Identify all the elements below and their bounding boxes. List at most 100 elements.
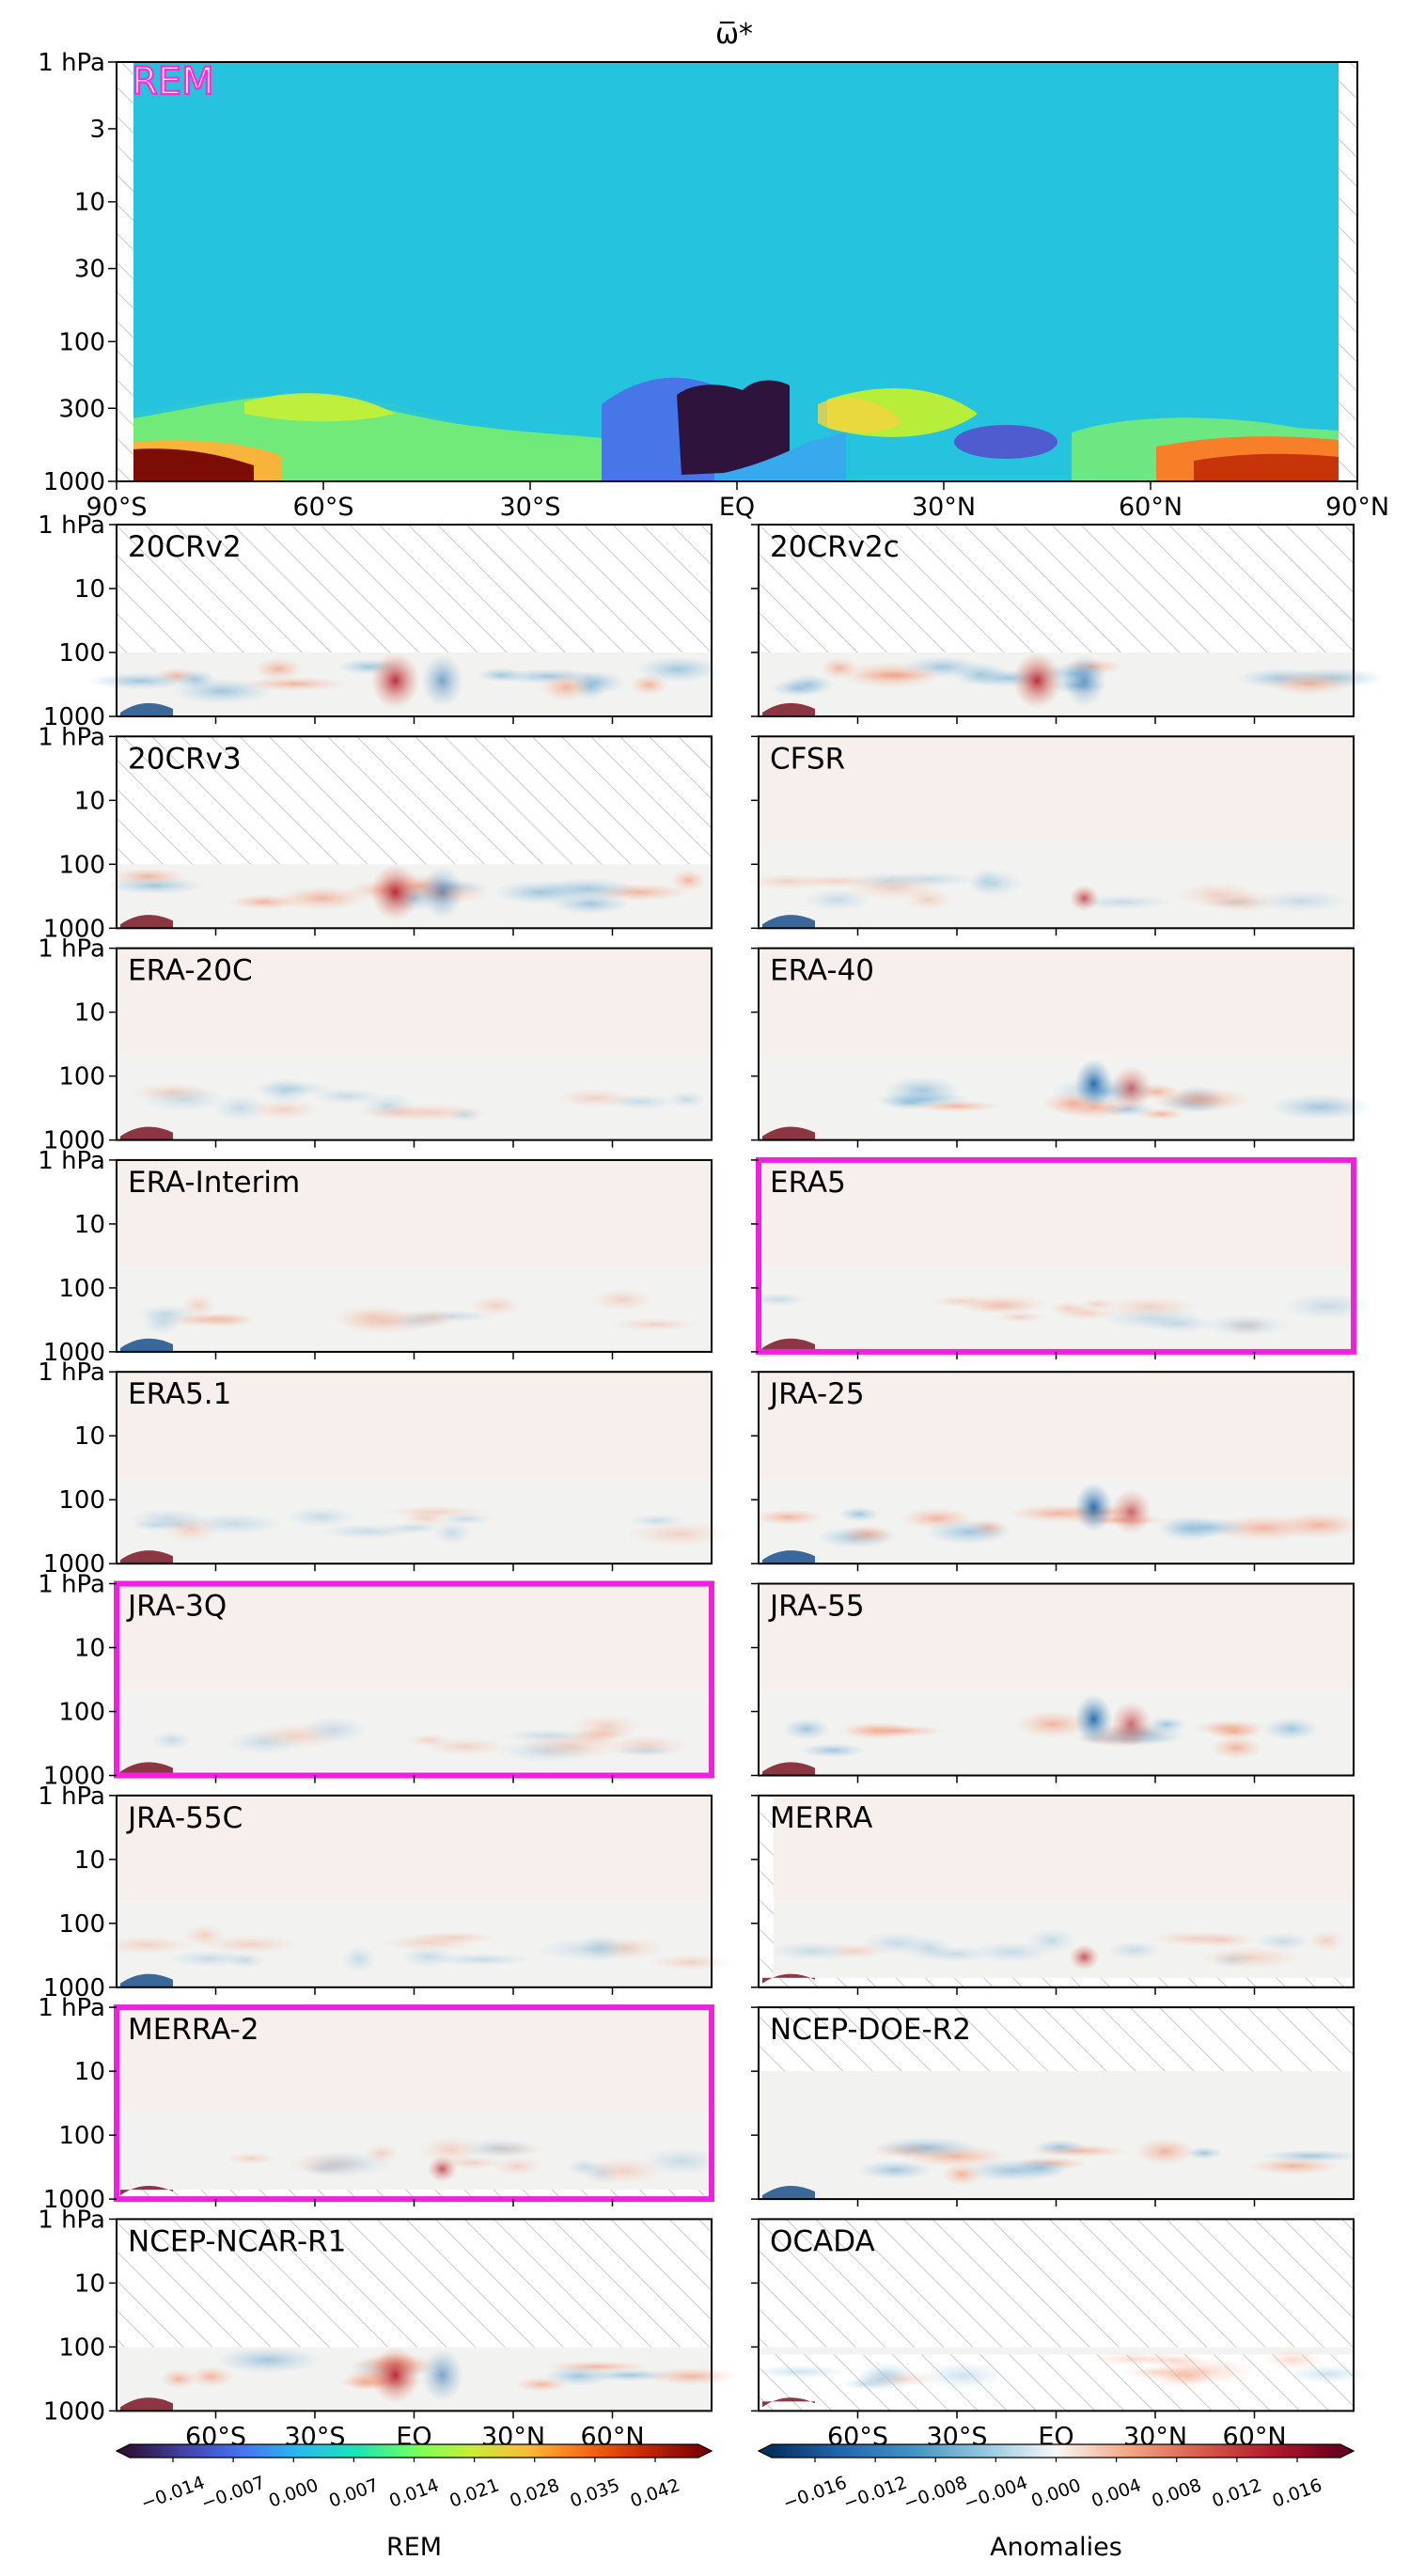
- panel-y-tick-label: 1000: [43, 1974, 105, 2003]
- panel-ocada: OCADA: [747, 2218, 1371, 2419]
- panel-field-blue-patch: [880, 1094, 939, 1110]
- colorbar-gradient: [130, 2444, 698, 2458]
- panel-y-tick-label: 10: [74, 575, 105, 604]
- panel-field-red-patch: [468, 1295, 523, 1317]
- panel-label: MERRA-2: [128, 2013, 259, 2047]
- colorbar-tick-label: 0.021: [446, 2474, 502, 2511]
- panel-label: JRA-25: [768, 1377, 865, 1411]
- panel-field-polar-patch: [120, 1762, 173, 1776]
- panel-y-tick-label: 10: [74, 1211, 105, 1239]
- panel-field-upper-tint: [759, 736, 1354, 842]
- main-heatmap: [133, 62, 1339, 481]
- panel-field-red-patch: [228, 894, 302, 910]
- panel-field-upper-tint: [117, 1372, 712, 1478]
- panel-field-eq-red: [370, 652, 420, 709]
- panel-field-eq-red: [427, 2156, 458, 2183]
- main-x-tick-label: 90°N: [1325, 493, 1389, 522]
- panel-field-red-patch: [162, 1516, 220, 1544]
- panel-era-20c: ERA-20C 1 hPa 10 100 1000: [38, 935, 713, 1155]
- panel-field-blue-patch: [641, 2147, 723, 2175]
- panel-field-polar-patch: [120, 1338, 173, 1352]
- panel-field-blue-patch: [904, 1936, 955, 1961]
- colorbar-tick-label: 0.028: [507, 2474, 562, 2511]
- panel-field-red-patch: [519, 1733, 623, 1760]
- colorbar-label: Anomalies: [990, 2533, 1122, 2562]
- panel-field-blue-patch: [782, 1718, 831, 1740]
- panel-field-blue-patch: [1268, 1093, 1372, 1121]
- panel-field-blue-patch: [297, 2150, 394, 2178]
- panel-field-red-patch: [844, 1724, 948, 1737]
- panel-label: 20CRv2: [128, 530, 242, 564]
- colorbar-outline: [757, 2443, 1355, 2458]
- panel-field-upper-tint: [774, 1795, 1354, 1901]
- colorbar-tick-label: 0.000: [1028, 2474, 1084, 2511]
- panel-field-polar-patch: [762, 1126, 815, 1140]
- panel-label: ERA5: [770, 1166, 846, 1200]
- colorbar-tick-label: 0.012: [1210, 2474, 1265, 2511]
- panel-field-blue-patch: [1033, 2139, 1088, 2155]
- panel-field-blue-patch: [1140, 1314, 1216, 1333]
- panel-field-blue-patch: [318, 1523, 417, 1539]
- panel-y-tick-label: 100: [58, 851, 105, 879]
- panel-field-red-patch: [276, 886, 368, 911]
- panel-field-red-patch: [610, 1318, 699, 1331]
- colorbar-tick-label: −0.012: [840, 2473, 910, 2515]
- panel-y-tick-label: 100: [58, 2122, 105, 2150]
- panel-field-blue-patch: [1106, 1940, 1163, 1960]
- main-y-tick-label: 1000: [43, 468, 105, 496]
- panel-field-blue-patch: [536, 1937, 646, 1961]
- panel-field-red-patch: [412, 1931, 500, 1943]
- panel-y-tick-label: 100: [58, 1063, 105, 1092]
- colorbar-extend-left: [759, 2444, 772, 2458]
- panel-field-blue-patch: [749, 1292, 808, 1307]
- panel-field-red-patch: [1134, 2137, 1196, 2165]
- panel-label: CFSR: [770, 742, 845, 776]
- panel-field-red-patch: [160, 2368, 197, 2390]
- panel-20crv2: 20CRv2 1 hPa 10 100 1000: [38, 511, 720, 731]
- colorbar-tick-label: −0.007: [198, 2473, 268, 2515]
- panel-field-red-patch: [406, 1734, 453, 1748]
- colorbar-tick-label: 0.008: [1149, 2474, 1204, 2511]
- panel-field-polar-patch: [120, 2185, 173, 2196]
- panel-merra-2: MERRA-2 1 hPa 10 100 1000: [38, 1994, 723, 2214]
- panel-label: ERA-20C: [128, 954, 253, 988]
- panel-field-polar-patch: [762, 1550, 815, 1564]
- panel-field-red-patch: [956, 1293, 1049, 1314]
- panel-field-polar-patch: [762, 2185, 815, 2200]
- panel-jra-55: JRA-55: [751, 1582, 1355, 1783]
- panel-field-blue-patch: [635, 655, 720, 683]
- panel-y-tick-label: 10: [74, 2270, 105, 2298]
- panel-field-red-patch: [840, 1525, 896, 1545]
- panel-field-red-patch: [241, 676, 348, 691]
- panel-field-red-patch: [246, 1099, 321, 1121]
- colorbar-tick-label: 0.016: [1270, 2474, 1325, 2511]
- panel-field-blue-patch: [438, 1513, 493, 1525]
- panel-y-tick-label: 1 hPa: [38, 1571, 105, 1599]
- panel-label: 20CRv2c: [770, 530, 900, 564]
- panel-label: MERRA: [770, 1801, 872, 1835]
- panel-field-polar-patch: [120, 1550, 173, 1564]
- panel-y-tick-label: 10: [74, 787, 105, 815]
- panel-20crv2c: 20CRv2c: [751, 524, 1386, 724]
- main-x-tick-label: 30°S: [500, 493, 561, 522]
- colorbar-tick-label: −0.014: [138, 2473, 208, 2515]
- panel-field-upper-tint: [117, 1795, 712, 1901]
- panel-field-eq-red: [1110, 1489, 1152, 1535]
- panel-field-blue-patch: [446, 1107, 483, 1123]
- panel-label: OCADA: [770, 2224, 875, 2258]
- panel-y-tick-label: 1 hPa: [38, 1359, 105, 1387]
- panel-label: NCEP-DOE-R2: [770, 2013, 971, 2047]
- panel-field-blue-patch: [1262, 1717, 1320, 1741]
- panel-field-polar-patch: [120, 2397, 173, 2411]
- panel-y-tick-label: 100: [58, 639, 105, 668]
- panel-field-blue-patch: [1254, 1932, 1312, 1951]
- main-field-yellowwarm-north: [818, 397, 902, 433]
- main-x-tick-label: 30°N: [912, 493, 976, 522]
- panel-y-tick-label: 100: [58, 1699, 105, 1727]
- panel-field-eq-blue: [421, 654, 463, 707]
- main-field-blue-north: [954, 425, 1058, 459]
- panel-field-blue-patch: [166, 1950, 253, 1968]
- panel-field-blue-patch: [215, 2347, 321, 2374]
